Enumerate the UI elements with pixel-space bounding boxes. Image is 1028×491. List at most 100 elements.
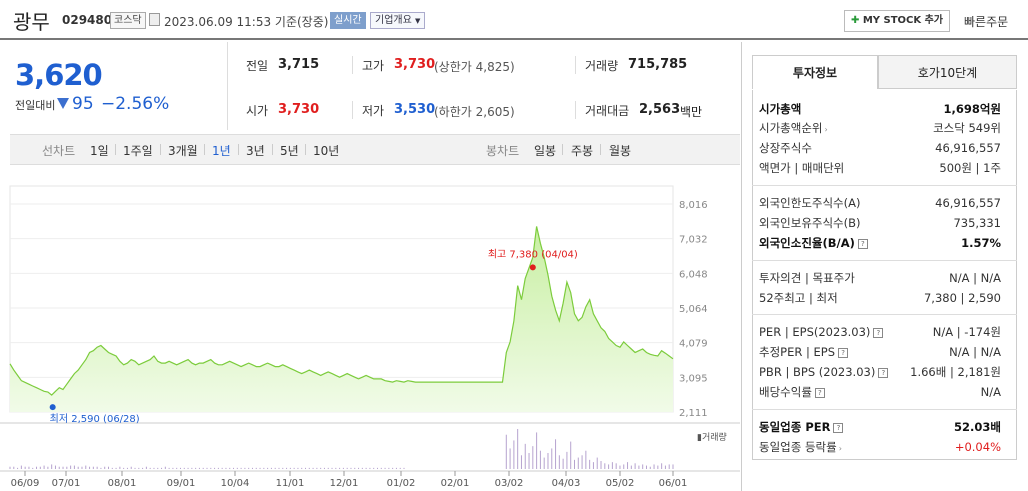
- volume-bar: [100, 467, 102, 469]
- volume-bar: [611, 462, 613, 469]
- volume-bar: [119, 466, 121, 469]
- volume-bar: [634, 463, 636, 469]
- volume-bar: [259, 467, 261, 469]
- shares-label: 상장주식수: [759, 141, 812, 155]
- volume-bar: [505, 434, 507, 469]
- price-diff: 95: [72, 94, 94, 114]
- period-monthly[interactable]: 월봉: [609, 144, 632, 158]
- help-icon[interactable]: ?: [873, 327, 884, 338]
- x-axis-ticks: 06/09 07/01 08/01 09/01 10/04 11/01 12/01 01/02…: [11, 471, 688, 489]
- sector-change-row: 동일업종 등락률 › +0.04%: [759, 438, 1001, 456]
- volume-bar: [600, 461, 602, 469]
- x-tick-label: 12/01: [330, 478, 359, 489]
- volume-bar: [187, 467, 189, 469]
- volume-bar: [13, 466, 15, 469]
- volume-bar: [28, 466, 30, 469]
- est-per-value: N/A | N/A: [949, 345, 1001, 359]
- volume-bar: [627, 462, 629, 469]
- help-icon[interactable]: ?: [833, 422, 844, 433]
- candle-chart-label: 봉차트: [486, 144, 520, 158]
- low-label: 저가: [362, 104, 385, 118]
- cap-rank-row[interactable]: 시가총액순위 › 코스닥 549위: [759, 119, 1001, 137]
- volume-bar: [77, 466, 79, 469]
- volume-bar: [89, 466, 91, 469]
- sector-change-value: +0.04%: [954, 440, 1001, 454]
- period-1d[interactable]: 1일: [90, 144, 109, 158]
- divider: [352, 56, 353, 74]
- realtime-badge[interactable]: 실시간: [330, 12, 366, 29]
- market-badge: 코스닥: [110, 12, 146, 29]
- period-1w[interactable]: 1주일: [123, 144, 153, 158]
- help-icon[interactable]: ?: [857, 238, 868, 249]
- volume-bar: [278, 467, 280, 469]
- divider: [115, 144, 116, 155]
- volume-bar: [653, 464, 655, 469]
- foreign-limit-label: 외국인한도주식수(A): [759, 196, 861, 210]
- quick-order-button[interactable]: 빠른주문: [964, 15, 1009, 29]
- price-diff-pct: −2.56%: [101, 94, 170, 114]
- volume-bar: [24, 466, 26, 469]
- volume-bar: [570, 441, 572, 469]
- down-triangle-icon: [57, 98, 69, 109]
- x-tick-label: 07/01: [52, 478, 81, 489]
- period-3y[interactable]: 3년: [246, 144, 265, 158]
- period-weekly[interactable]: 주봉: [571, 144, 594, 158]
- volume-bar: [81, 466, 83, 469]
- volume-label: ▮거래량: [697, 431, 727, 443]
- y-axis-ticks: 8,016 7,032 6,048 5,064 4,079 3,095 2,111: [679, 200, 708, 419]
- stock-code: 029480: [62, 13, 113, 27]
- volume-bar: [369, 467, 371, 469]
- period-daily[interactable]: 일봉: [534, 144, 557, 158]
- volume-bar: [388, 467, 390, 469]
- period-3m[interactable]: 3개월: [168, 144, 198, 158]
- volume-bar: [608, 464, 610, 469]
- price-box: [10, 42, 228, 130]
- amount-unit: 백만: [680, 105, 703, 119]
- company-info-dropdown[interactable]: 기업개요 ▼: [370, 12, 426, 29]
- help-icon[interactable]: ?: [878, 367, 889, 378]
- x-tick-label: 11/01: [276, 478, 305, 489]
- help-icon[interactable]: ?: [814, 387, 825, 398]
- add-mystock-button[interactable]: ✚ MY STOCK 추가: [844, 10, 950, 32]
- help-icon[interactable]: ?: [838, 347, 849, 358]
- period-1y[interactable]: 1년: [212, 144, 231, 158]
- volume-bar: [399, 467, 401, 469]
- volume-bar: [577, 457, 579, 469]
- volume-bar: [649, 466, 651, 469]
- x-tick-label: 02/01: [441, 478, 470, 489]
- foreign-ratio-label: 외국인소진율(B/A): [759, 236, 855, 250]
- volume-bar: [562, 458, 564, 469]
- amount-label: 거래대금: [585, 104, 630, 118]
- volume-bar: [615, 463, 617, 469]
- tab-orderbook[interactable]: 호가10단계: [878, 55, 1017, 89]
- y-tick-label: 2,111: [679, 408, 708, 419]
- volume-bar: [244, 467, 246, 469]
- period-5y[interactable]: 5년: [280, 144, 299, 158]
- x-tick-label: 04/03: [552, 478, 581, 489]
- volume-bar: [233, 467, 235, 469]
- volume-bar: [513, 440, 515, 469]
- tab-investment-info[interactable]: 투자정보: [752, 55, 878, 89]
- volume-bar: [547, 453, 549, 469]
- pbr-row: PBR | BPS (2023.03)? 1.66배 | 2,181원: [759, 363, 1001, 381]
- opinion-label: 투자의견 | 목표주가: [759, 271, 855, 285]
- y-tick-label: 7,032: [679, 235, 708, 246]
- divider: [600, 144, 601, 155]
- divider: [752, 409, 1017, 410]
- volume-bar: [342, 467, 344, 469]
- volume-bar: [157, 467, 159, 469]
- period-bar: [10, 134, 740, 165]
- volume-bars: ▮거래량: [9, 429, 727, 469]
- divider: [160, 144, 161, 155]
- volume-bar: [316, 467, 318, 469]
- volume-bar: [566, 451, 568, 469]
- volume-bar: [51, 464, 53, 469]
- x-tick-label: 06/01: [659, 478, 688, 489]
- period-10y[interactable]: 10년: [313, 144, 340, 158]
- volume-bar: [195, 467, 197, 469]
- timestamp: 2023.06.09 11:53 기준(장중): [164, 15, 329, 29]
- price-chart[interactable]: ▮거래량 8,016 7,032 6,048 5,064 4,079 3,095 2,111…: [0, 175, 740, 491]
- volume-bar: [206, 467, 208, 469]
- extreme-markers: 최고 7,380 (04/04) 최저 2,590 (06/28): [49, 248, 578, 425]
- volume-bar: [142, 467, 144, 469]
